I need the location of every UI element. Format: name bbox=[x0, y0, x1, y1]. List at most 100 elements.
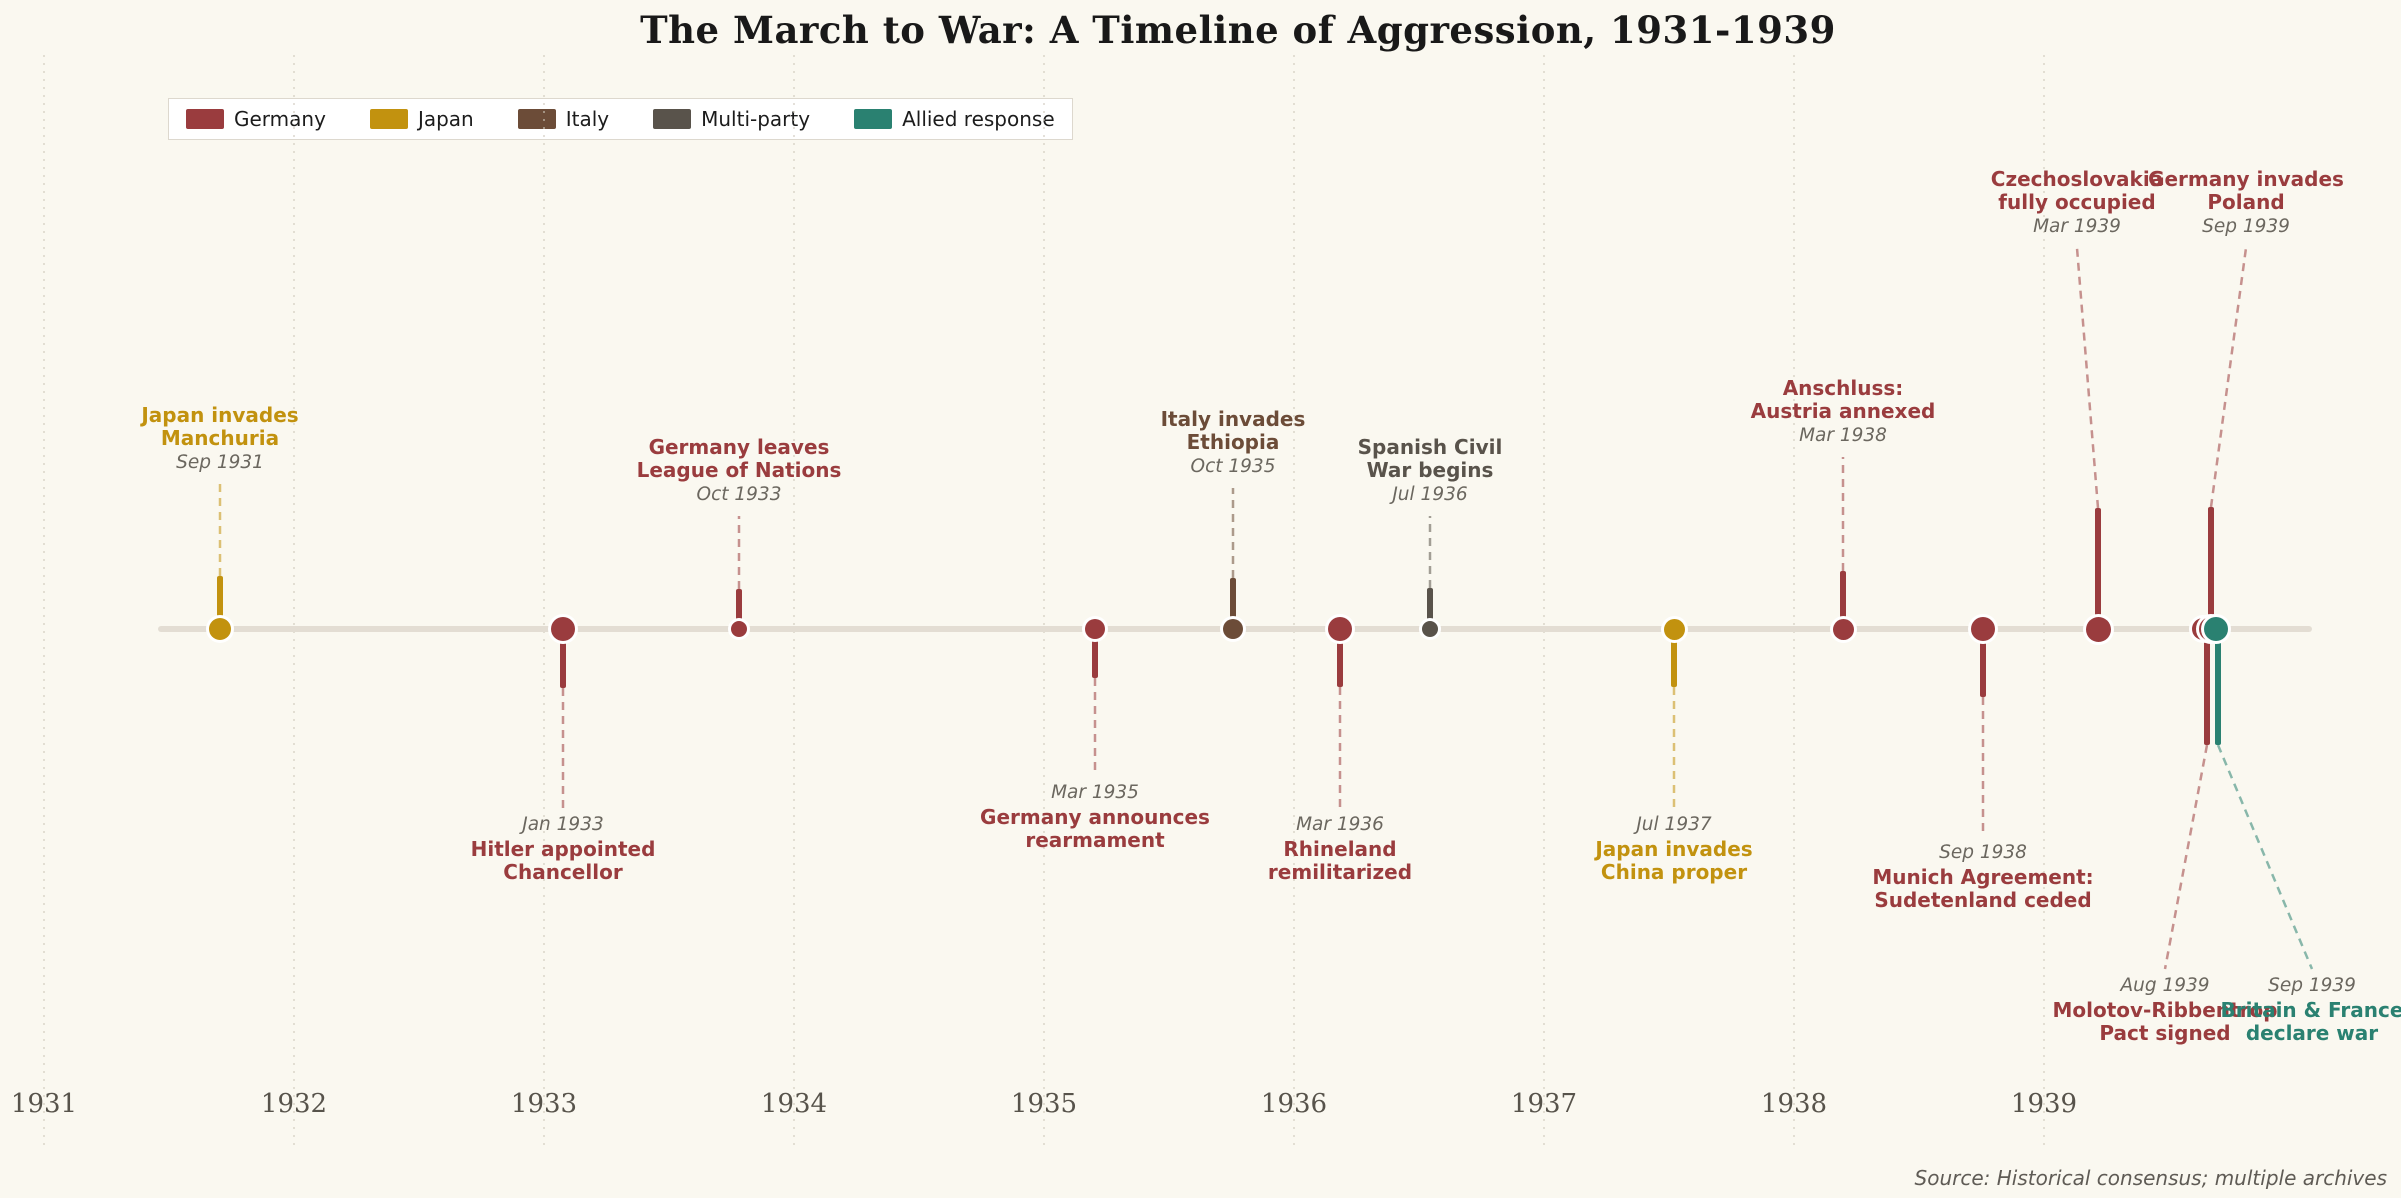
event-date: Mar 1936 bbox=[1296, 814, 1384, 835]
legend-item-germany: Germany bbox=[186, 109, 326, 129]
event-date: Jul 1937 bbox=[1636, 814, 1712, 835]
event-title: remilitarized bbox=[1267, 860, 1413, 884]
event-label-rhineland: Mar 1936 Rhineland remilitarized bbox=[1190, 812, 1490, 884]
event-label-anschluss: Anschluss: Austria annexed Mar 1938 bbox=[1693, 377, 1993, 449]
legend-label: Japan bbox=[417, 107, 474, 131]
event-date: Sep 1938 bbox=[1939, 842, 2027, 863]
event-title: fully occupied bbox=[1998, 190, 2156, 214]
event-date: Mar 1938 bbox=[1799, 425, 1887, 446]
chart-title: The March to War: A Timeline of Aggressi… bbox=[640, 8, 1836, 52]
event-stem-manchuria bbox=[217, 576, 223, 629]
event-label-china-proper: Jul 1937 Japan invades China proper bbox=[1524, 812, 1824, 884]
event-stem-ethiopia bbox=[1230, 578, 1236, 629]
event-stem-spanish-civil-war bbox=[1427, 588, 1433, 629]
legend-swatch-germany bbox=[186, 109, 224, 129]
event-title: declare war bbox=[2245, 1021, 2379, 1045]
event-label-czechoslovakia: Czechoslovakia fully occupied Mar 1939 bbox=[1927, 168, 2227, 240]
axis-year-label: 1935 bbox=[1010, 1089, 1078, 1119]
event-title: Sudetenland ceded bbox=[1874, 888, 2092, 912]
event-title: Germany leaves bbox=[648, 435, 830, 459]
event-connector-czechoslovakia bbox=[2075, 247, 2100, 509]
event-marker-czechoslovakia bbox=[2085, 616, 2111, 642]
legend-swatch-allied bbox=[854, 109, 893, 129]
axis-year-label: 1931 bbox=[10, 1089, 78, 1119]
event-marker-munich bbox=[1971, 617, 1995, 641]
event-label-spanish-civil-war: Spanish Civil War begins Jul 1936 bbox=[1280, 436, 1580, 508]
event-date: Sep 1931 bbox=[176, 452, 264, 473]
legend: Germany Japan Italy Multi-party Allied respo… bbox=[168, 98, 1073, 140]
event-title: Czechoslovakia bbox=[1990, 167, 2164, 191]
event-title: Spanish Civil bbox=[1357, 435, 1503, 459]
event-connector-invades-poland bbox=[2209, 247, 2248, 508]
event-label-manchuria: Japan invades Manchuria Sep 1931 bbox=[70, 404, 370, 476]
legend-item-italy: Italy bbox=[517, 107, 610, 131]
event-label-munich: Sep 1938 Munich Agreement: Sudetenland ced… bbox=[1833, 840, 2133, 912]
event-stem-rearmament bbox=[1092, 629, 1098, 678]
event-date: Jan 1933 bbox=[522, 814, 604, 835]
event-stem-czechoslovakia bbox=[2094, 508, 2102, 629]
event-label-hitler-chancellor: Jan 1933 Hitler appointed Chancellor bbox=[413, 812, 713, 884]
axis-year-label: 1936 bbox=[1260, 1089, 1328, 1119]
event-label-leaves-league: Germany leaves League of Nations Oct 1933 bbox=[589, 436, 889, 508]
event-marker-ethiopia bbox=[1223, 619, 1243, 639]
event-title: Molotov-Ribbentrop bbox=[2052, 998, 2278, 1022]
event-title: Japan invades bbox=[141, 403, 299, 427]
event-title: Manchuria bbox=[160, 426, 280, 450]
legend-label: Germany bbox=[234, 107, 326, 131]
event-stem-anschluss bbox=[1840, 571, 1846, 629]
event-title: Rhineland bbox=[1283, 837, 1397, 861]
axis-year-label: 1938 bbox=[1760, 1089, 1828, 1119]
event-marker-china-proper bbox=[1663, 618, 1685, 640]
event-marker-hitler-chancellor bbox=[551, 617, 575, 641]
legend-swatch-italy bbox=[517, 109, 556, 129]
event-label-invades-poland: Germany invades Poland Sep 1939 bbox=[2096, 168, 2396, 240]
event-title: War begins bbox=[1366, 458, 1494, 482]
event-stem-leaves-league bbox=[736, 589, 742, 629]
event-title: Hitler appointed bbox=[470, 837, 656, 861]
legend-swatch-japan bbox=[369, 109, 408, 129]
axis-year-label: 1932 bbox=[260, 1089, 328, 1119]
event-label-rearmament: Mar 1935 Germany announces rearmament bbox=[945, 780, 1245, 852]
legend-swatch-multi bbox=[653, 109, 692, 129]
event-label-ethiopia: Italy invades Ethiopia Oct 1935 bbox=[1083, 408, 1383, 480]
event-date: Oct 1935 bbox=[1190, 456, 1276, 477]
event-title: Italy invades bbox=[1160, 407, 1306, 431]
event-stem-hitler-chancellor bbox=[560, 629, 566, 688]
legend-item-multi: Multi-party bbox=[653, 109, 810, 129]
event-marker-spanish-civil-war bbox=[1422, 621, 1438, 637]
legend-label: Multi-party bbox=[701, 107, 811, 131]
legend-label: Allied response bbox=[902, 107, 1055, 131]
event-label-britain-france-declare: Sep 1939 Britain & France declare war bbox=[2162, 973, 2401, 1045]
event-label-molotov-ribbentrop: Aug 1939 Molotov-Ribbentrop Pact signed bbox=[2015, 973, 2315, 1045]
event-title: Japan invades bbox=[1595, 837, 1753, 861]
event-title: Austria annexed bbox=[1750, 399, 1936, 423]
event-connector-britain-france-declare bbox=[2216, 744, 2314, 970]
event-stem-molotov-ribbentrop bbox=[2204, 629, 2210, 745]
event-title: rearmament bbox=[1025, 828, 1165, 852]
event-date: Sep 1939 bbox=[2202, 216, 2290, 237]
event-title: League of Nations bbox=[636, 458, 842, 482]
axis-year-label: 1937 bbox=[1510, 1089, 1578, 1119]
event-title: Germany announces bbox=[980, 805, 1210, 829]
event-date: Jul 1936 bbox=[1392, 484, 1468, 505]
event-title: Germany invades bbox=[2148, 167, 2344, 191]
event-connector-molotov-ribbentrop bbox=[2163, 744, 2209, 970]
event-stem-munich bbox=[1980, 629, 1986, 697]
event-marker-rearmament bbox=[1085, 619, 1105, 639]
event-date: Oct 1933 bbox=[696, 484, 782, 505]
axis-year-label: 1939 bbox=[2010, 1089, 2078, 1119]
event-title: Ethiopia bbox=[1186, 430, 1280, 454]
event-marker-leaves-league bbox=[731, 621, 747, 637]
event-date: Mar 1935 bbox=[1051, 782, 1139, 803]
source-note: Source: Historical consensus; multiple a… bbox=[1914, 1166, 2387, 1190]
event-title: Chancellor bbox=[503, 860, 623, 884]
event-stem-invades-poland bbox=[2207, 507, 2215, 629]
axis-year-label: 1933 bbox=[510, 1089, 578, 1119]
event-marker-britain-france-declare bbox=[2204, 617, 2228, 641]
legend-label: Italy bbox=[565, 107, 610, 131]
event-stem-rhineland bbox=[1337, 629, 1343, 687]
legend-item-japan: Japan bbox=[369, 107, 474, 131]
event-title: Pact signed bbox=[2099, 1021, 2231, 1045]
